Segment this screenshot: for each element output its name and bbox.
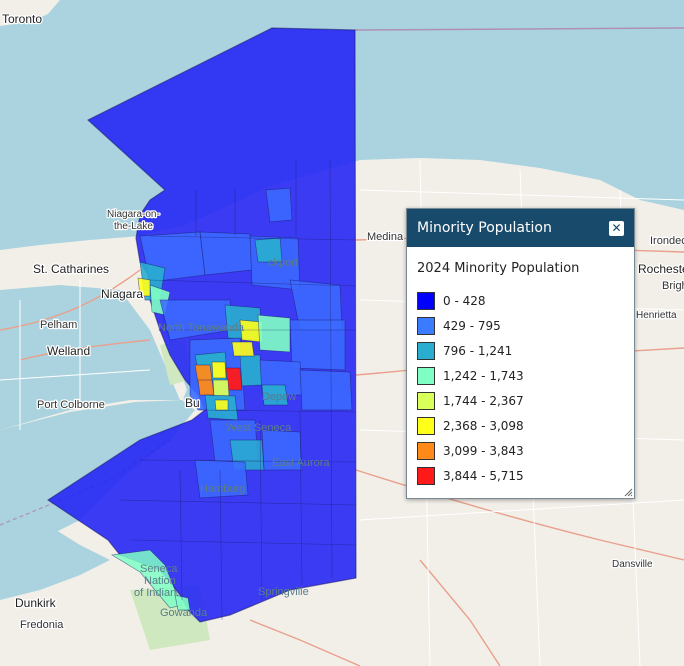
legend-panel: Minority Population ✕ 2024 Minority Popu…: [406, 208, 635, 499]
legend-item-label: 2,368 - 3,098: [443, 418, 524, 433]
legend-swatch: [417, 416, 435, 435]
place-label-lockport: ckport: [268, 257, 298, 269]
legend-item-label: 429 - 795: [443, 318, 501, 333]
international-border: [354, 27, 684, 31]
legend-swatch: [417, 466, 435, 485]
legend-item-label: 1,242 - 1,743: [443, 368, 524, 383]
legend-item-label: 0 - 428: [443, 293, 486, 308]
legend-swatch: [417, 391, 435, 410]
place-label-seneca-nation: Seneca: [140, 563, 178, 575]
legend-item: 1,744 - 2,367: [417, 388, 624, 413]
place-label-hamburg: Hamburg: [200, 483, 245, 495]
resize-handle-icon[interactable]: [624, 488, 633, 497]
legend-item-label: 1,744 - 2,367: [443, 393, 524, 408]
place-label-seneca-nation: Nation: [144, 575, 176, 587]
legend-title: Minority Population: [417, 220, 552, 236]
place-label-east-aurora: East Aurora: [272, 457, 330, 469]
place-label-toronto: Toronto: [2, 12, 42, 26]
place-label-seneca-nation: of Indian: [134, 587, 176, 599]
ontario-north-shore: [0, 0, 60, 26]
legend-swatch: [417, 366, 435, 385]
place-label-niagara-on-the-lake: Niagara-on-: [107, 209, 160, 220]
close-icon[interactable]: ✕: [609, 220, 624, 236]
place-label-irondequoit: Irondec: [650, 235, 684, 247]
place-label-north-tonawanda: North Tonawanda: [158, 322, 245, 334]
place-label-brighton: Brigh: [662, 280, 684, 292]
place-label-port-colborne: Port Colborne: [37, 399, 105, 411]
legend-item: 3,099 - 3,843: [417, 438, 624, 463]
place-label-rochester: Rocheste: [638, 262, 684, 276]
legend-item: 796 - 1,241: [417, 338, 624, 363]
place-label-buffalo: Bu: [185, 396, 200, 410]
place-label-niagara-on-the-lake: the-Lake: [114, 221, 153, 232]
legend-header: Minority Population ✕: [407, 209, 634, 247]
legend-item-label: 796 - 1,241: [443, 343, 513, 358]
place-label-pelham: Pelham: [40, 319, 77, 331]
place-label-fredonia: Fredonia: [20, 619, 64, 631]
place-label-depew: Depew: [262, 391, 296, 403]
legend-body: 2024 Minority Population 0 - 428 429 - 7…: [407, 247, 634, 488]
tract-lines: [119, 159, 357, 621]
place-label-springville: Springville: [258, 586, 309, 598]
place-label-dunkirk: Dunkirk: [15, 596, 57, 610]
county-choropleth[interactable]: [46, 27, 357, 623]
legend-subtitle: 2024 Minority Population: [417, 261, 580, 276]
place-label-st-catharines: St. Catharines: [33, 262, 109, 276]
place-label-welland: Welland: [47, 344, 90, 358]
legend-swatch: [417, 441, 435, 460]
place-label-medina: Medina: [367, 231, 404, 243]
legend-item: 429 - 795: [417, 313, 624, 338]
place-label-gowanda: Gowanda: [160, 607, 208, 619]
legend-swatch: [417, 316, 435, 335]
legend-item: 1,242 - 1,743: [417, 363, 624, 388]
legend-swatch: [417, 341, 435, 360]
place-label-henrietta: Henrietta: [636, 310, 677, 321]
place-label-niagara-falls: Niagara: [101, 287, 143, 301]
place-label-west-seneca: West Seneca: [226, 422, 292, 434]
legend-item-label: 3,844 - 5,715: [443, 468, 524, 483]
place-label-dansville: Dansville: [612, 559, 653, 570]
legend-item: 3,844 - 5,715: [417, 463, 624, 488]
legend-swatch: [417, 291, 435, 310]
legend-item: 0 - 428: [417, 288, 624, 313]
legend-item: 2,368 - 3,098: [417, 413, 624, 438]
legend-item-label: 3,099 - 3,843: [443, 443, 524, 458]
